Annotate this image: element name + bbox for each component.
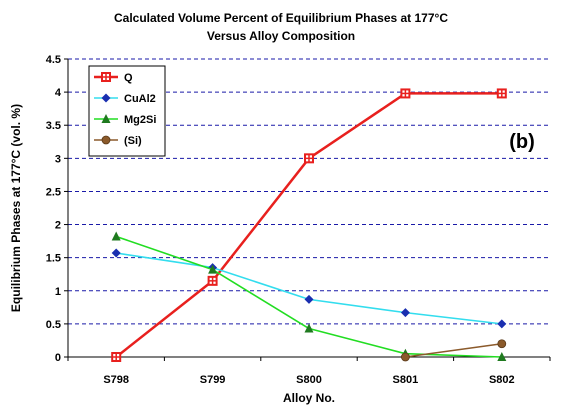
y-tick-label: 1 bbox=[55, 286, 61, 298]
y-tick-label: 0 bbox=[55, 352, 61, 364]
legend-marker bbox=[101, 114, 111, 123]
y-tick-label: 3.5 bbox=[46, 120, 61, 132]
legend-label: Mg2Si bbox=[124, 114, 156, 126]
y-axis-label: Equilibrium Phases at 177°C (vol. %) bbox=[9, 104, 23, 312]
data-point bbox=[400, 308, 410, 318]
data-point bbox=[497, 319, 507, 329]
data-point bbox=[111, 352, 122, 362]
data-point bbox=[207, 275, 218, 286]
x-tick-label: S799 bbox=[200, 374, 226, 386]
data-point bbox=[111, 248, 121, 258]
y-tick-label: 4.5 bbox=[46, 54, 61, 66]
chart-subtitle: Versus Alloy Composition bbox=[207, 29, 355, 43]
panel-label: (b) bbox=[509, 131, 535, 153]
data-point bbox=[400, 352, 410, 362]
x-tick-label: S798 bbox=[103, 374, 129, 386]
x-tick-label: S800 bbox=[296, 374, 322, 386]
data-point bbox=[400, 88, 411, 99]
x-tick-label: S802 bbox=[489, 374, 515, 386]
y-tick-label: 0.5 bbox=[46, 319, 61, 331]
series-group bbox=[111, 88, 507, 362]
series-line bbox=[405, 342, 502, 358]
legend-marker bbox=[101, 135, 111, 145]
data-point bbox=[208, 264, 218, 274]
y-tick-label: 2 bbox=[55, 220, 61, 232]
data-point bbox=[304, 153, 314, 164]
y-tick-label: 1.5 bbox=[46, 253, 61, 265]
y-tick-label: 4 bbox=[55, 87, 62, 99]
data-point bbox=[304, 294, 314, 304]
legend-label: CuAl2 bbox=[124, 93, 156, 105]
data-point bbox=[111, 231, 121, 241]
legend-label: Q bbox=[124, 72, 133, 84]
x-axis-label: Alloy No. bbox=[283, 391, 335, 405]
y-tick-labels: 0 0.5 1 1.5 2 2.5 3 3.5 4 4.5 bbox=[46, 54, 68, 364]
x-tick-labels: S798 S799 S800 S801 S802 bbox=[67, 357, 551, 386]
legend-label: (Si) bbox=[124, 135, 142, 147]
axes bbox=[67, 59, 550, 358]
legend-marker bbox=[101, 72, 111, 82]
data-point bbox=[497, 339, 507, 349]
chart-title: Calculated Volume Percent of Equilibrium… bbox=[114, 11, 448, 25]
y-tick-label: 2.5 bbox=[46, 186, 61, 198]
x-tick-label: S801 bbox=[393, 374, 419, 386]
legend-marker bbox=[101, 93, 111, 103]
data-point bbox=[304, 323, 314, 333]
legend: Q CuAl2 Mg2Si (Si) bbox=[88, 65, 166, 157]
y-tick-label: 3 bbox=[55, 153, 61, 165]
data-point bbox=[497, 352, 507, 361]
data-point bbox=[496, 88, 507, 99]
